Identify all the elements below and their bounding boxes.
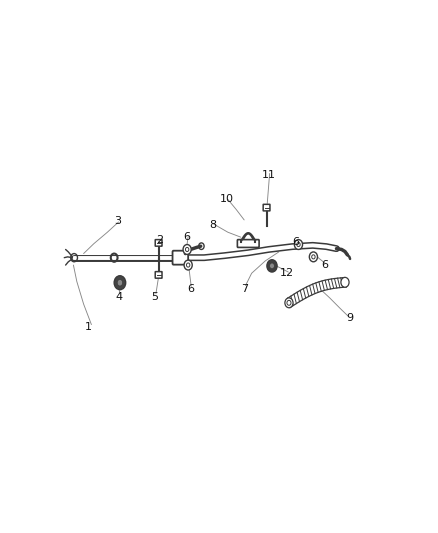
Text: 3: 3 (114, 216, 121, 226)
Text: 9: 9 (346, 313, 353, 324)
Circle shape (341, 277, 349, 287)
FancyBboxPatch shape (173, 251, 188, 265)
Text: 4: 4 (115, 292, 122, 302)
Circle shape (183, 245, 191, 254)
Polygon shape (288, 278, 346, 308)
Text: 6: 6 (321, 260, 328, 270)
Text: 8: 8 (209, 220, 216, 230)
Circle shape (309, 252, 318, 262)
Text: 1: 1 (85, 321, 92, 332)
Text: 10: 10 (220, 193, 234, 204)
FancyBboxPatch shape (263, 204, 270, 211)
Text: 11: 11 (261, 170, 276, 180)
Circle shape (285, 298, 293, 308)
FancyBboxPatch shape (155, 240, 162, 246)
Circle shape (117, 279, 123, 286)
Circle shape (294, 240, 303, 249)
Text: 12: 12 (280, 268, 294, 278)
Circle shape (114, 276, 126, 290)
Text: 6: 6 (184, 232, 191, 242)
Text: 2: 2 (156, 236, 163, 245)
FancyBboxPatch shape (155, 272, 162, 278)
Text: 6: 6 (187, 284, 194, 294)
Circle shape (270, 263, 274, 269)
Text: 5: 5 (152, 292, 159, 302)
FancyBboxPatch shape (237, 240, 259, 247)
Text: 7: 7 (241, 284, 248, 294)
Circle shape (184, 260, 192, 270)
Circle shape (267, 260, 277, 272)
Text: 6: 6 (292, 238, 299, 247)
